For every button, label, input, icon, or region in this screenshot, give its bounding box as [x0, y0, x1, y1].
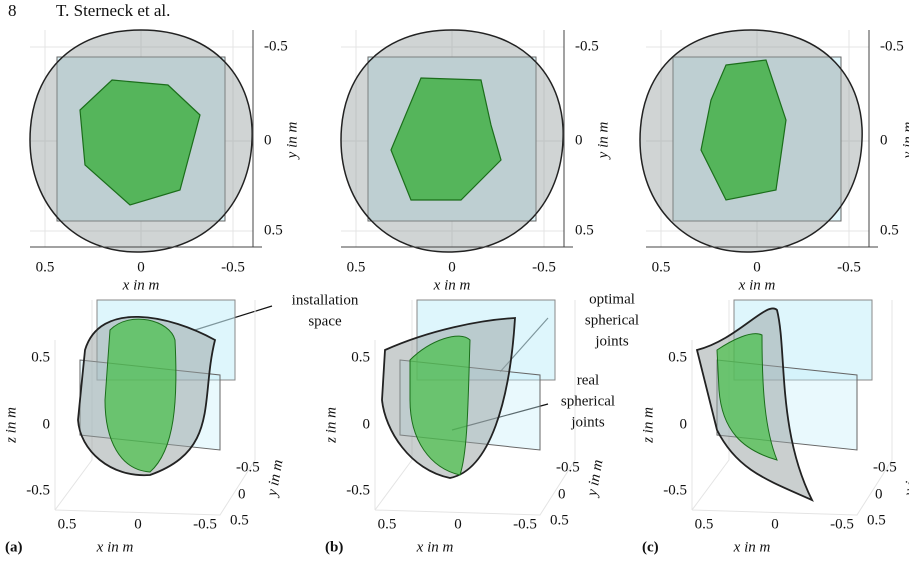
x-tick-label: 0.5: [378, 516, 397, 532]
x-tick-label: 0: [134, 516, 142, 532]
x-tick-label: -0.5: [830, 516, 854, 532]
z-tick-label: 0.5: [31, 349, 50, 365]
annotation: space: [308, 313, 342, 329]
y-axis-label: y in m: [900, 122, 909, 161]
y-tick-label: 0: [880, 132, 888, 148]
annotation: joints: [594, 333, 629, 349]
panel-label: (a): [5, 539, 23, 555]
y-tick-label: 0: [238, 486, 246, 502]
y-tick-label: 0.5: [230, 512, 249, 528]
bottom-panel: 0.5 0 -0.5 z in m 0.5 0 -0.5 x in m -0.5 0 0.5 y in…: [640, 300, 909, 555]
x-axis-label: x in m: [738, 277, 776, 293]
y-tick-label: 0: [264, 132, 272, 148]
authors: T. Sterneck et al.: [56, 1, 170, 20]
panel-label: (c): [642, 539, 659, 555]
annotation: installation: [292, 292, 359, 308]
y-tick-label: 0: [575, 132, 583, 148]
x-tick-label: 0: [454, 516, 462, 532]
y-tick-label: 0.5: [264, 222, 283, 238]
z-tick-label: 0: [680, 416, 688, 432]
z-tick-label: 0: [43, 416, 51, 432]
y-axis-label: y in m: [284, 122, 300, 161]
bottom-panel: 0.5 0 -0.5 z in m 0.5 0 -0.5 x in m -0.5 0 0.5 y in…: [323, 300, 606, 555]
x-axis-label: x in m: [433, 277, 471, 293]
y-axis-label: y in m: [901, 458, 909, 499]
z-tick-label: 0.5: [351, 349, 370, 365]
x-tick-label: 0.5: [347, 259, 366, 275]
page-number: 8: [8, 1, 17, 20]
z-tick-label: -0.5: [663, 482, 687, 498]
y-tick-label: 0: [558, 486, 566, 502]
x-tick-label: 0: [753, 259, 761, 275]
top-panel: 0.5 0 -0.5 x in m -0.5 0 0.5 y in m: [341, 30, 611, 293]
y-tick-label: 0.5: [550, 512, 569, 528]
y-tick-label: 0.5: [867, 512, 886, 528]
annotation: joints: [570, 414, 605, 430]
x-tick-label: 0: [448, 259, 456, 275]
x-tick-label: 0.5: [695, 516, 714, 532]
y-axis-label: y in m: [595, 122, 611, 161]
x-tick-label: 0: [137, 259, 145, 275]
y-tick-label: -0.5: [236, 459, 260, 475]
annotation: spherical: [561, 393, 615, 409]
z-axis-label: z in m: [3, 407, 19, 444]
y-tick-label: -0.5: [880, 38, 904, 54]
annotation: optimal: [589, 291, 635, 307]
x-tick-label: 0.5: [58, 516, 77, 532]
y-tick-label: -0.5: [575, 38, 599, 54]
top-panel: 0.5 0 -0.5 x in m -0.5 0 0.5 y in m: [30, 30, 300, 293]
x-axis-label: x in m: [96, 539, 134, 555]
x-tick-label: -0.5: [532, 259, 556, 275]
x-axis-label: x in m: [122, 277, 160, 293]
x-axis-label: x in m: [733, 539, 771, 555]
x-tick-label: -0.5: [221, 259, 245, 275]
z-tick-label: -0.5: [346, 482, 370, 498]
x-tick-label: -0.5: [837, 259, 861, 275]
z-axis-label: z in m: [640, 407, 656, 444]
y-tick-label: -0.5: [873, 459, 897, 475]
x-tick-label: 0: [771, 516, 779, 532]
y-tick-label: 0: [875, 486, 883, 502]
z-tick-label: -0.5: [26, 482, 50, 498]
x-tick-label: 0.5: [36, 259, 55, 275]
panel-label: (b): [325, 539, 343, 555]
y-axis-label: y in m: [584, 458, 606, 499]
y-tick-label: -0.5: [264, 38, 288, 54]
figure: 8 T. Sterneck et al. 0.50-0.5x in m-0.50…: [0, 0, 909, 563]
x-tick-label: 0.5: [652, 259, 671, 275]
x-tick-label: -0.5: [513, 516, 537, 532]
annotation: spherical: [585, 312, 639, 328]
y-axis-label: y in m: [264, 458, 286, 499]
x-axis-label: x in m: [416, 539, 454, 555]
top-panel: 0.5 0 -0.5 x in m -0.5 0 0.5 y in m: [640, 30, 909, 293]
y-tick-label: 0.5: [575, 222, 594, 238]
y-tick-label: -0.5: [556, 459, 580, 475]
joint-region: [105, 319, 176, 472]
z-tick-label: 0.5: [668, 349, 687, 365]
z-axis-label: z in m: [323, 407, 339, 444]
x-tick-label: -0.5: [193, 516, 217, 532]
z-tick-label: 0: [363, 416, 371, 432]
bottom-panel: 0.5 0 -0.5 z in m 0.5 0 -0.5 x in m -0.5 0 0.5 y in…: [3, 300, 286, 555]
annotation: real: [577, 372, 599, 388]
y-tick-label: 0.5: [880, 222, 899, 238]
